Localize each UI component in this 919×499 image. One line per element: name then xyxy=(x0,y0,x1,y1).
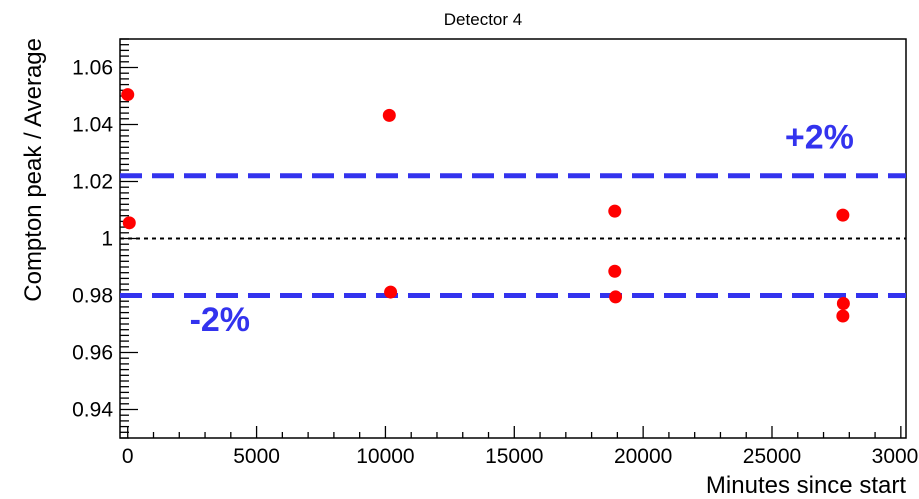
annotation-label: +2% xyxy=(785,119,854,157)
axis-ticks xyxy=(120,38,902,439)
y-tick-label: 0.94 xyxy=(72,399,113,422)
data-point xyxy=(836,208,850,222)
data-point xyxy=(836,296,850,310)
x-tick-label: 15000 xyxy=(485,445,543,468)
y-tick-label: 1.06 xyxy=(72,57,113,80)
data-points xyxy=(121,88,850,323)
annotation-label: -2% xyxy=(190,301,250,339)
x-tick-label: 5000 xyxy=(233,445,280,468)
x-tick-label: 0 xyxy=(122,445,134,468)
data-point xyxy=(121,88,135,102)
x-axis-title: Minutes since start xyxy=(706,472,906,499)
x-tick-label: 20000 xyxy=(614,445,672,468)
data-point xyxy=(384,285,398,299)
y-tick-label: 1.04 xyxy=(72,114,113,137)
y-axis-title: Compton peak / Average xyxy=(20,38,47,302)
data-point xyxy=(382,108,396,122)
y-tick-label: 0.96 xyxy=(72,342,113,365)
y-tick-label: 1.02 xyxy=(72,171,113,194)
chart-title: Detector 4 xyxy=(444,10,522,29)
data-point xyxy=(608,204,622,218)
y-tick-labels: 0.94 0.96 0.98 1 1.02 1.04 1.06 xyxy=(72,57,113,422)
annotations: +2% -2% xyxy=(190,119,854,339)
data-point xyxy=(609,290,623,304)
y-tick-label: 1 xyxy=(101,228,113,251)
data-point xyxy=(608,264,622,278)
data-point xyxy=(836,309,850,323)
x-tick-label: 25000 xyxy=(743,445,801,468)
data-point xyxy=(122,216,136,230)
reference-lines xyxy=(120,173,906,298)
x-tick-label: 10000 xyxy=(356,445,414,468)
y-tick-label: 0.98 xyxy=(72,285,113,308)
